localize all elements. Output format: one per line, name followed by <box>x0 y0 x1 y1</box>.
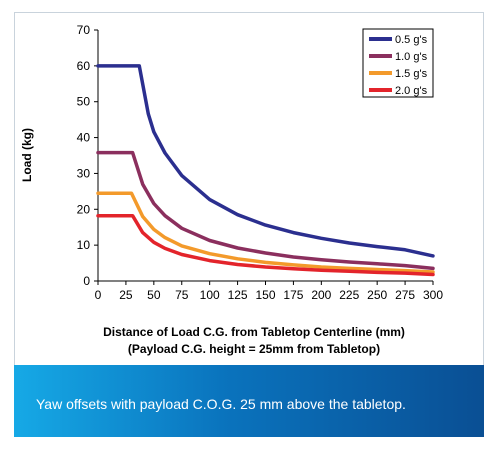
caption-text: Yaw offsets with payload C.O.G. 25 mm ab… <box>36 396 406 412</box>
x-tick-label: 150 <box>255 288 275 302</box>
legend-label-3: 1.5 g's <box>395 68 428 80</box>
series-line-3 <box>96 191 435 274</box>
y-tick-label: 40 <box>77 131 91 145</box>
x-tick-label: 225 <box>339 288 359 302</box>
x-tick-label: 175 <box>283 288 303 302</box>
x-tick-label: 300 <box>423 288 443 302</box>
x-tick-label: 50 <box>147 288 161 302</box>
series-line-1 <box>96 64 435 258</box>
y-tick-label: 60 <box>77 59 91 73</box>
x-tick-label: 25 <box>119 288 133 302</box>
y-axis-title: Load (kg) <box>20 128 34 182</box>
axes: 0 10 20 30 40 50 60 70 0 25 50 75 100 125 150 175 200 225… <box>77 23 444 302</box>
y-tick-label: 70 <box>77 23 91 37</box>
caption-banner: Yaw offsets with payload C.O.G. 25 mm ab… <box>14 365 484 437</box>
legend: 0.5 g's 1.0 g's 1.5 g's 2.0 g's <box>362 28 434 98</box>
x-tick-label: 250 <box>367 288 387 302</box>
legend-label-1: 0.5 g's <box>395 34 428 46</box>
x-tick-label: 275 <box>395 288 415 302</box>
series-lines <box>96 64 435 277</box>
x-tick-label: 75 <box>175 288 189 302</box>
y-tick-label: 10 <box>77 238 91 252</box>
x-axis-subtitle: (Payload C.G. height = 25mm from Tableto… <box>128 342 380 356</box>
legend-label-4: 2.0 g's <box>395 85 428 97</box>
y-tick-label: 30 <box>77 166 91 180</box>
x-tick-label: 0 <box>95 288 102 302</box>
y-tick-label: 20 <box>77 202 91 216</box>
x-tick-label: 125 <box>228 288 248 302</box>
legend-label-2: 1.0 g's <box>395 51 428 63</box>
x-tick-label: 200 <box>311 288 331 302</box>
y-tick-label: 50 <box>77 95 91 109</box>
series-line-4 <box>96 213 435 277</box>
series-line-2 <box>96 150 435 271</box>
y-tick-label: 0 <box>83 274 90 288</box>
x-axis-title: Distance of Load C.G. from Tabletop Cent… <box>103 325 405 339</box>
x-tick-label: 100 <box>200 288 220 302</box>
